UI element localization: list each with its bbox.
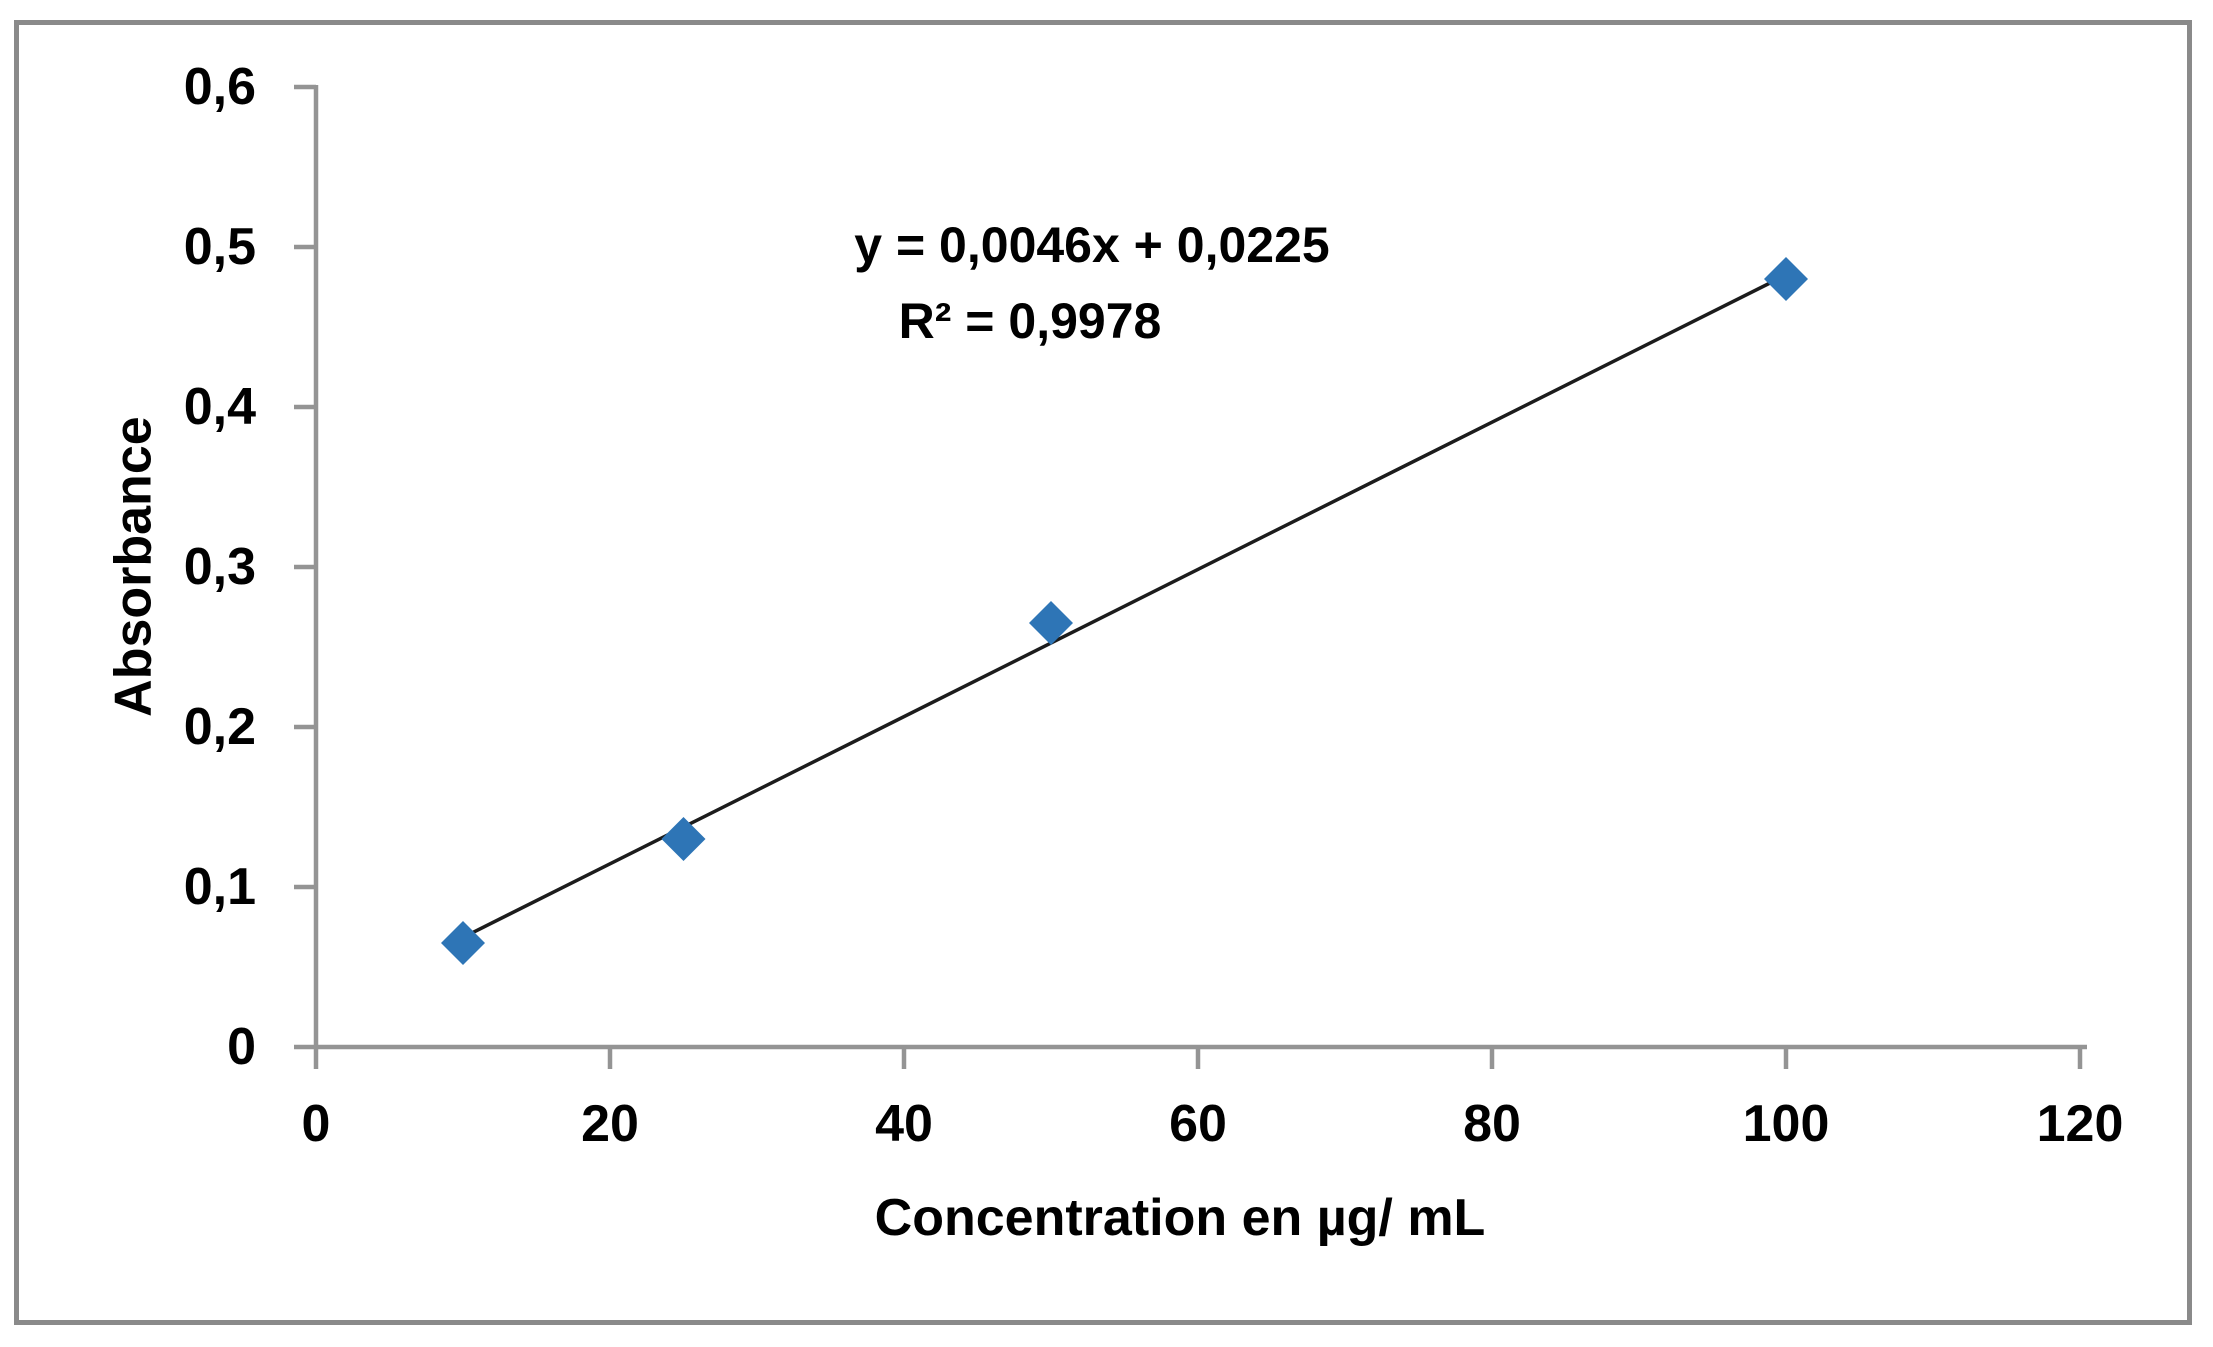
- x-axis-title: Concentration en µg/ mL: [874, 1189, 1486, 1247]
- x-tick-label: 20: [581, 1095, 639, 1153]
- y-tick-label: 0,5: [183, 218, 256, 276]
- trendline-equation: y = 0,0046x + 0,0225: [854, 217, 1330, 273]
- r-squared-label: R² = 0,9978: [898, 293, 1162, 349]
- y-tick-label: 0: [227, 1018, 256, 1076]
- x-tick-label: 0: [301, 1095, 331, 1153]
- y-tick-label: 0,2: [183, 698, 256, 756]
- data-point-marker: [1764, 257, 1808, 301]
- y-tick-label: 0,1: [183, 858, 256, 916]
- trendline: [462, 273, 1787, 939]
- x-tick-label: 100: [1742, 1095, 1830, 1153]
- data-point-marker: [1029, 601, 1073, 645]
- data-point-marker: [441, 921, 485, 965]
- y-tick-label: 0,3: [183, 538, 256, 596]
- x-tick-label: 120: [2036, 1095, 2124, 1153]
- x-tick-label: 80: [1463, 1095, 1521, 1153]
- x-tick-label: 40: [875, 1095, 933, 1153]
- x-tick-label: 60: [1169, 1095, 1227, 1153]
- data-point-marker: [661, 817, 706, 861]
- y-tick-label: 0,4: [183, 378, 256, 436]
- chart-border-frame: [14, 20, 2192, 1325]
- y-tick-label: 0,6: [183, 58, 256, 116]
